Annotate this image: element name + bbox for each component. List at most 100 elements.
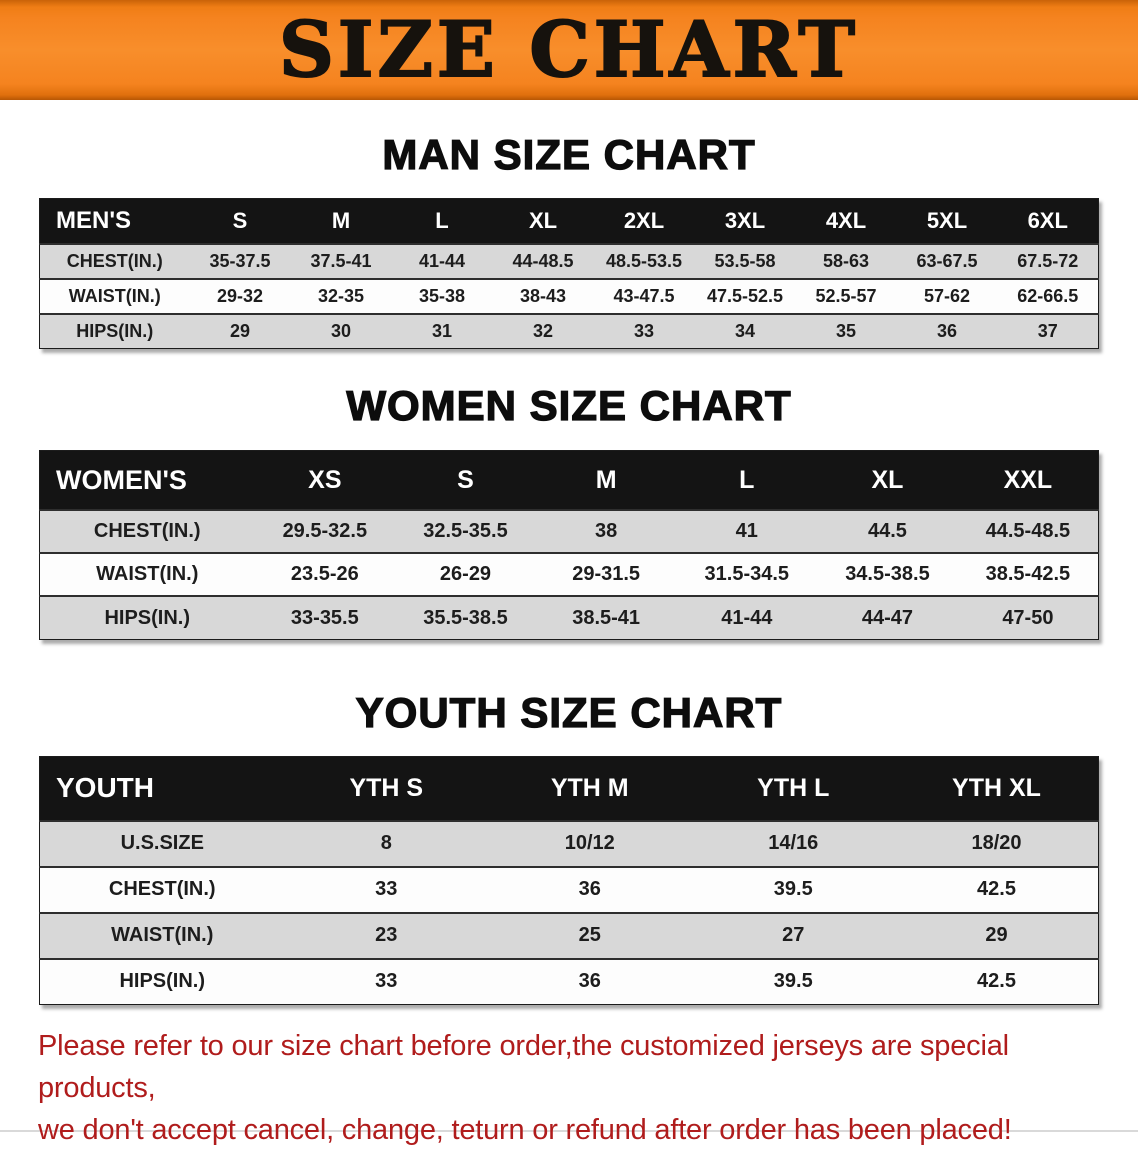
size-value-cell: 34.5-38.5 <box>817 552 958 597</box>
size-value-cell: 35.5-38.5 <box>395 595 536 640</box>
size-value-cell: 44.5-48.5 <box>957 509 1099 554</box>
size-value-cell: 35 <box>795 312 897 349</box>
table-title-cell: MEN'S <box>39 198 190 244</box>
table-body: CHEST(IN.) 29.5-32.5 32.5-35.5 38 41 44.5 44.5… <box>39 509 1099 640</box>
size-value-cell: 67.5-72 <box>997 242 1099 279</box>
size-value-cell: 41 <box>676 509 818 554</box>
size-value-cell: 35-37.5 <box>189 242 291 279</box>
size-value-cell: 53.5-58 <box>694 242 796 279</box>
size-value-cell: 41-44 <box>676 595 818 640</box>
size-value-cell: 31.5-34.5 <box>676 552 818 597</box>
footer-disclaimer: Please refer to our size chart before or… <box>38 1025 1100 1151</box>
table-header-row: YOUTH YTH S YTH M YTH L YTH XL <box>39 756 1099 821</box>
table-row: WAIST(IN.) 23.5-26 26-29 29-31.5 31.5-34.5 34… <box>39 552 1099 597</box>
table-body: U.S.SIZE 8 10/12 14/16 18/20 CHEST(IN.) 33 36 39… <box>39 819 1099 1005</box>
size-value-cell: 43-47.5 <box>593 277 695 314</box>
row-label-cell: WAIST(IN.) <box>39 277 190 314</box>
table-row: CHEST(IN.) 29.5-32.5 32.5-35.5 38 41 44.5 44.5… <box>39 509 1099 554</box>
table-row: CHEST(IN.) 33 36 39.5 42.5 <box>39 865 1099 913</box>
size-value-cell: 48.5-53.5 <box>593 242 695 279</box>
size-value-cell: 35-38 <box>391 277 493 314</box>
table-row: WAIST(IN.) 23 25 27 29 <box>39 911 1099 959</box>
men-size-chart-section: MAN SIZE CHART MEN'S S M L XL 2XL 3XL 4XL 5XL 6XL… <box>0 130 1138 350</box>
size-value-cell: 36 <box>896 312 998 349</box>
size-value-cell: 34 <box>694 312 796 349</box>
size-value-cell: 47-50 <box>957 595 1099 640</box>
row-label-cell: HIPS(IN.) <box>39 595 255 640</box>
size-value-cell: 39.5 <box>691 865 895 913</box>
size-column-header: 4XL <box>795 198 897 244</box>
size-column-header: M <box>290 198 392 244</box>
size-value-cell: 32-35 <box>290 277 392 314</box>
men-size-table: MEN'S S M L XL 2XL 3XL 4XL 5XL 6XL CHEST(IN.) 35-37… <box>39 198 1099 350</box>
size-value-cell: 29-31.5 <box>535 552 677 597</box>
youth-size-table: YOUTH YTH S YTH M YTH L YTH XL U.S.SIZE 8 10/12… <box>39 756 1099 1006</box>
size-value-cell: 38.5-42.5 <box>957 552 1099 597</box>
men-section-heading: MAN SIZE CHART <box>382 130 756 178</box>
size-column-header: YTH L <box>691 756 895 821</box>
size-value-cell: 38 <box>535 509 677 554</box>
table-header-row: WOMEN'S XS S M L XL XXL <box>39 450 1099 511</box>
size-value-cell: 37 <box>997 312 1099 349</box>
size-value-cell: 29 <box>189 312 291 349</box>
table-title-cell: YOUTH <box>39 756 285 821</box>
size-value-cell: 62-66.5 <box>997 277 1099 314</box>
table-title-cell: WOMEN'S <box>39 450 255 511</box>
size-value-cell: 23 <box>284 911 488 959</box>
table-header-row: MEN'S S M L XL 2XL 3XL 4XL 5XL 6XL <box>39 198 1099 244</box>
size-value-cell: 27 <box>691 911 895 959</box>
women-size-table: WOMEN'S XS S M L XL XXL CHEST(IN.) 29.5-32.5 32.5… <box>39 449 1099 640</box>
size-value-cell: 52.5-57 <box>795 277 897 314</box>
table-body: CHEST(IN.) 35-37.5 37.5-41 41-44 44-48.5 48.5… <box>39 242 1099 349</box>
size-column-header: XL <box>817 450 958 511</box>
size-value-cell: 37.5-41 <box>290 242 392 279</box>
size-value-cell: 63-67.5 <box>896 242 998 279</box>
size-value-cell: 10/12 <box>488 819 692 867</box>
size-value-cell: 29-32 <box>189 277 291 314</box>
size-value-cell: 58-63 <box>795 242 897 279</box>
footer-disclaimer-line-1: Please refer to our size chart before or… <box>38 1030 1009 1105</box>
table-row: HIPS(IN.) 29 30 31 32 33 34 35 36 37 <box>39 312 1099 349</box>
footer-disclaimer-line-2: we don't accept cancel, change, teturn o… <box>38 1114 1012 1147</box>
size-value-cell: 38.5-41 <box>535 595 677 640</box>
size-column-header: 5XL <box>896 198 998 244</box>
size-value-cell: 33 <box>284 957 488 1005</box>
banner: SIZE CHART <box>0 0 1138 100</box>
size-value-cell: 33 <box>284 865 488 913</box>
size-value-cell: 32 <box>492 312 594 349</box>
youth-section-heading: YOUTH SIZE CHART <box>355 688 783 736</box>
table-row: CHEST(IN.) 35-37.5 37.5-41 41-44 44-48.5 48.5… <box>39 242 1099 279</box>
size-column-header: 3XL <box>694 198 796 244</box>
table-row: WAIST(IN.) 29-32 32-35 35-38 38-43 43-47.5 47.… <box>39 277 1099 314</box>
size-value-cell: 42.5 <box>895 865 1099 913</box>
size-value-cell: 31 <box>391 312 493 349</box>
size-value-cell: 41-44 <box>391 242 493 279</box>
women-section-heading: WOMEN SIZE CHART <box>346 382 792 430</box>
size-value-cell: 57-62 <box>896 277 998 314</box>
size-value-cell: 8 <box>284 819 488 867</box>
women-size-chart-section: WOMEN SIZE CHART WOMEN'S XS S M L XL XXL CHEST(… <box>0 381 1138 640</box>
size-value-cell: 30 <box>290 312 392 349</box>
size-column-header: YTH XL <box>895 756 1099 821</box>
row-label-cell: WAIST(IN.) <box>39 911 285 959</box>
size-value-cell: 38-43 <box>492 277 594 314</box>
size-column-header: YTH S <box>284 756 488 821</box>
size-column-header: XL <box>492 198 594 244</box>
table-head: MEN'S S M L XL 2XL 3XL 4XL 5XL 6XL <box>39 198 1099 244</box>
size-value-cell: 33-35.5 <box>254 595 396 640</box>
size-value-cell: 33 <box>593 312 695 349</box>
size-column-header: S <box>395 450 536 511</box>
row-label-cell: U.S.SIZE <box>39 819 285 867</box>
size-value-cell: 39.5 <box>691 957 895 1005</box>
size-value-cell: 42.5 <box>895 957 1099 1005</box>
size-value-cell: 44-47 <box>817 595 958 640</box>
table-row: HIPS(IN.) 33-35.5 35.5-38.5 38.5-41 41-44 44-… <box>39 595 1099 640</box>
size-column-header: L <box>676 450 818 511</box>
size-column-header: YTH M <box>488 756 692 821</box>
row-label-cell: WAIST(IN.) <box>39 552 255 597</box>
size-value-cell: 36 <box>488 865 692 913</box>
size-value-cell: 29.5-32.5 <box>254 509 396 554</box>
size-value-cell: 44.5 <box>817 509 958 554</box>
size-value-cell: 44-48.5 <box>492 242 594 279</box>
